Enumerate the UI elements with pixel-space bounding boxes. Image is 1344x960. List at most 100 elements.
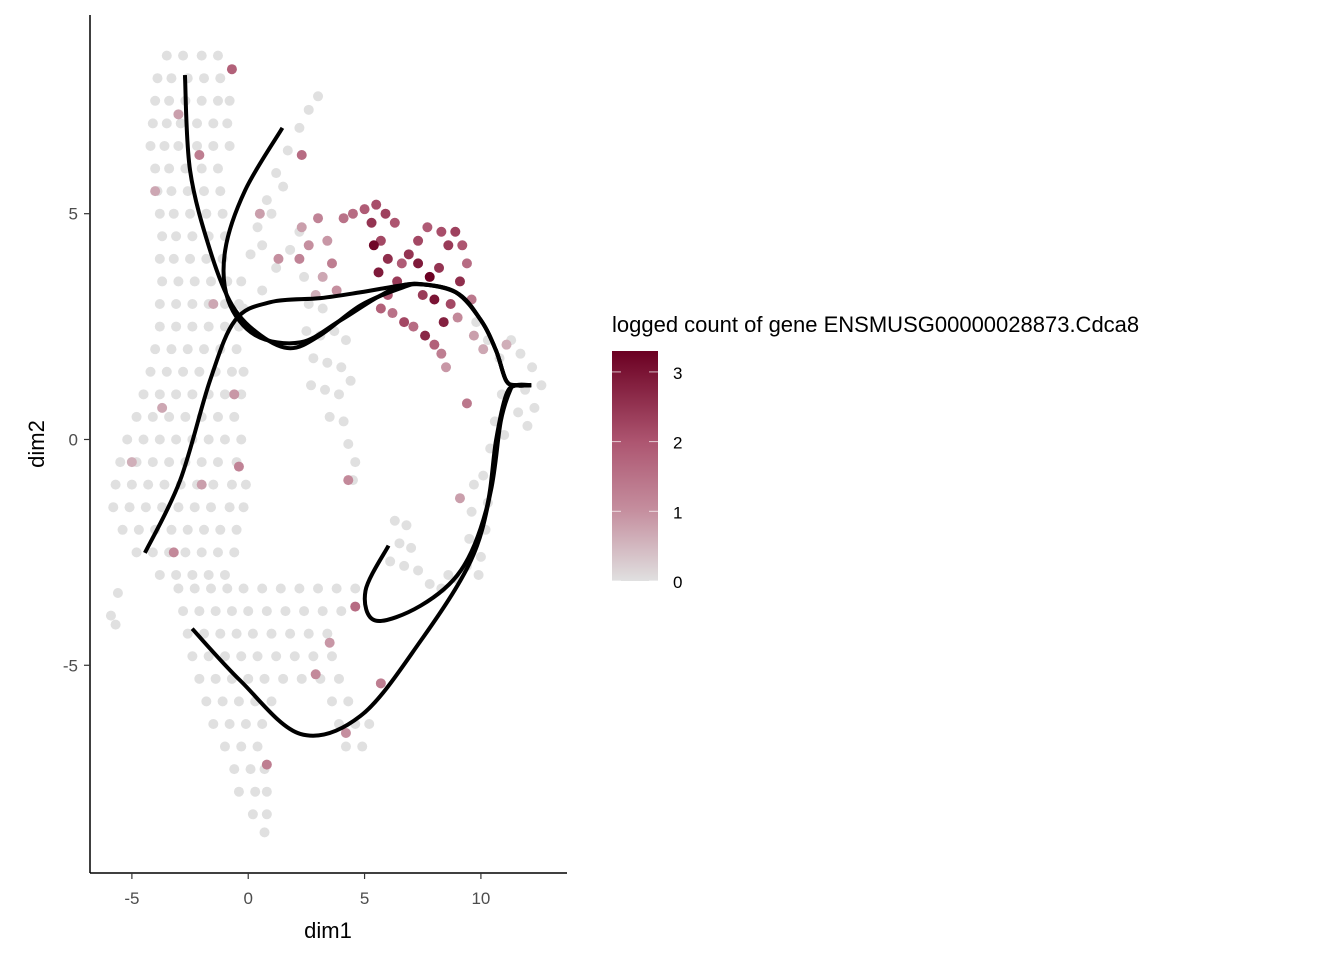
cell-point (399, 560, 410, 571)
cell-point (219, 434, 230, 445)
cell-point (240, 479, 251, 490)
cell-point (171, 434, 182, 445)
cell-point (171, 569, 182, 580)
cell-point (303, 628, 314, 639)
colorbar-tick-label: 3 (673, 364, 682, 383)
cell-point-expressed (366, 217, 377, 228)
cell-point-expressed (408, 321, 419, 332)
cell-point-expressed (310, 669, 321, 680)
cell-point (303, 104, 314, 115)
cell-point (173, 276, 184, 287)
cell-point (164, 411, 175, 422)
cell-point (108, 502, 119, 513)
cell-point (257, 583, 268, 594)
colorbar-tick-label: 2 (673, 434, 682, 453)
cell-point (115, 457, 126, 468)
cell-point (180, 411, 191, 422)
cell-point (243, 606, 254, 617)
cell-point (154, 321, 165, 332)
cell-point-expressed (373, 267, 384, 278)
cell-point (131, 547, 142, 558)
cell-point (226, 366, 237, 377)
cell-point (343, 696, 354, 707)
cell-point (199, 344, 210, 355)
cell-point-expressed (436, 226, 447, 237)
cell-point (196, 457, 207, 468)
cell-point (110, 479, 121, 490)
cell-point-expressed (229, 389, 240, 400)
x-tick-label: 0 (243, 889, 252, 908)
cell-point (208, 118, 219, 129)
cell-point-expressed (340, 728, 351, 739)
cell-point (236, 389, 247, 400)
cell-point (313, 583, 324, 594)
cell-point (443, 569, 454, 580)
cell-point (164, 163, 175, 174)
cell-point-expressed (233, 461, 244, 472)
cell-point (150, 344, 161, 355)
cell-point (236, 651, 247, 662)
cell-point-expressed (399, 317, 410, 328)
cell-point-expressed (208, 299, 219, 310)
cell-point-expressed (359, 204, 370, 215)
cell-point (285, 244, 296, 255)
cell-point (152, 73, 163, 84)
cell-point (173, 502, 184, 513)
cell-point (261, 786, 272, 797)
cell-point (147, 457, 158, 468)
axes: -5 0 5 10 -5 0 5 dim1 dim2 (24, 15, 567, 943)
trajectories-layer (143, 74, 532, 738)
cell-point-expressed (254, 208, 265, 219)
cell-point-expressed (313, 213, 324, 224)
cell-point (299, 606, 310, 617)
cell-point (385, 556, 396, 567)
cell-point (233, 696, 244, 707)
cell-point (196, 163, 207, 174)
cell-point (478, 470, 489, 481)
cell-point-expressed (413, 258, 424, 269)
cell-point (229, 547, 240, 558)
cell-point-expressed (457, 240, 468, 251)
y-axis-title: dim2 (24, 420, 49, 468)
cell-point (182, 628, 193, 639)
cell-point-expressed (375, 303, 386, 314)
cell-point (252, 741, 263, 752)
cell-point-expressed (324, 637, 335, 648)
cell-point (424, 578, 435, 589)
cell-point (208, 718, 219, 729)
cell-point-expressed (375, 678, 386, 689)
cell-point (266, 628, 277, 639)
cell-point (168, 253, 179, 264)
cell-point (317, 303, 328, 314)
cell-point (157, 276, 168, 287)
cell-point-expressed (389, 217, 400, 228)
cell-point-expressed (196, 479, 207, 490)
cell-point (271, 262, 282, 273)
cell-point (236, 434, 247, 445)
cell-point (236, 276, 247, 287)
cell-point (208, 479, 219, 490)
cell-point-expressed (441, 362, 452, 373)
cell-point-expressed (126, 457, 137, 468)
cell-point (194, 366, 205, 377)
cell-point (243, 673, 254, 684)
cell-point (219, 741, 230, 752)
cell-point (224, 140, 235, 151)
cell-point (238, 366, 249, 377)
cell-point (140, 502, 151, 513)
cell-point (306, 380, 317, 391)
cell-point-expressed (294, 253, 305, 264)
cell-point (154, 299, 165, 310)
cell-point (212, 163, 223, 174)
cell-point (224, 502, 235, 513)
cell-point (333, 389, 344, 400)
cell-point-expressed (368, 240, 379, 251)
cell-point (182, 186, 193, 197)
cell-point (171, 321, 182, 332)
cell-point-expressed (452, 312, 463, 323)
cell-point (212, 411, 223, 422)
cell-point (180, 547, 191, 558)
cell-point (199, 524, 210, 535)
cell-point (231, 628, 242, 639)
cell-point-expressed (445, 299, 456, 310)
